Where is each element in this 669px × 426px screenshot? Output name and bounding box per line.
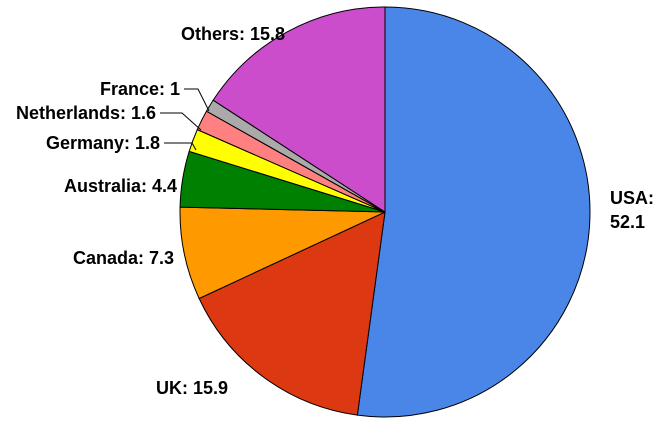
leader-line-france [184,88,210,112]
slice-usa [356,6,591,418]
leader-line-germany [164,142,197,151]
label-canada: Canada: 7.3 [73,248,174,268]
label-germany: Germany: 1.8 [46,133,160,153]
slice-others [212,6,386,213]
leader-lines [160,88,210,151]
label-australia: Australia: 4.4 [64,176,177,196]
leader-line-netherlands [160,112,202,131]
label-others: Others: 15.8 [181,24,285,44]
label-netherlands: Netherlands: 1.6 [16,103,156,123]
pie-slices [179,6,591,418]
slice-labels: USA: 52.1 UK: 15.9 Canada: 7.3 Australia: 4.… [16,24,654,398]
label-usa: USA: 52.1 [610,188,654,232]
label-uk: UK: 15.9 [156,378,228,398]
label-france: France: 1 [100,79,180,99]
slice-uk [198,211,386,416]
